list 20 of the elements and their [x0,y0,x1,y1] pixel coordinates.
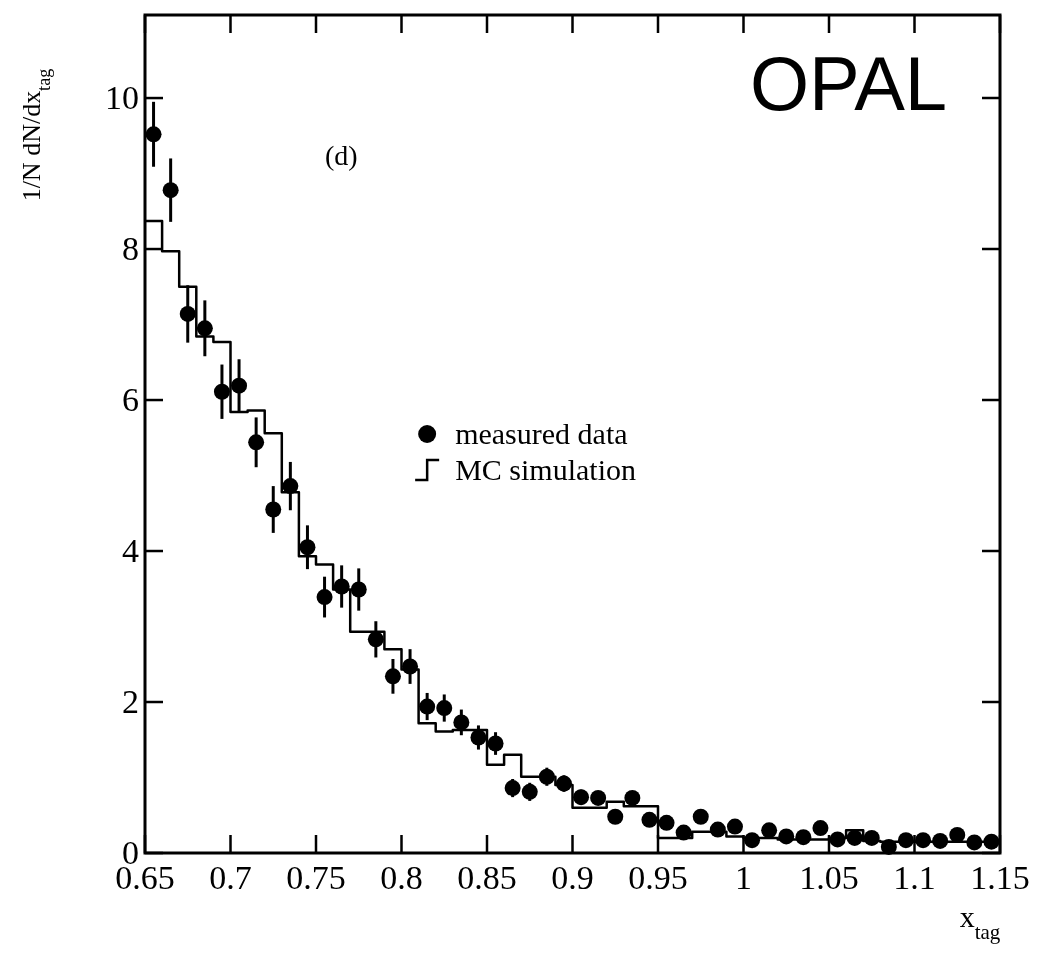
x-tick-label: 1 [735,859,752,896]
x-tick-label: 0.85 [457,859,517,896]
x-tick-label: 0.7 [209,859,252,896]
x-tick-label: 1.15 [970,859,1030,896]
y-tick-label: 4 [122,532,139,570]
x-tick-label: 1.1 [893,859,936,896]
y-tick-label: 2 [122,683,139,721]
annotation: OPAL [750,41,948,126]
legend-label: measured data [455,417,628,450]
x-tick-label: 0.95 [628,859,688,896]
legend-label: MC simulation [455,453,637,486]
y-tick-label: 10 [105,79,139,117]
x-tick-label: 0.8 [380,859,423,896]
annotation: (d) [325,140,358,171]
y-tick-label: 8 [122,230,139,268]
x-axis-title: x$_{tag}$ [959,900,1001,944]
x-tick-label: 0.9 [551,859,594,896]
x-tick-label: 0.75 [286,859,346,896]
x-tick-label: 1.05 [799,859,859,896]
y-tick-label: 6 [122,381,139,419]
